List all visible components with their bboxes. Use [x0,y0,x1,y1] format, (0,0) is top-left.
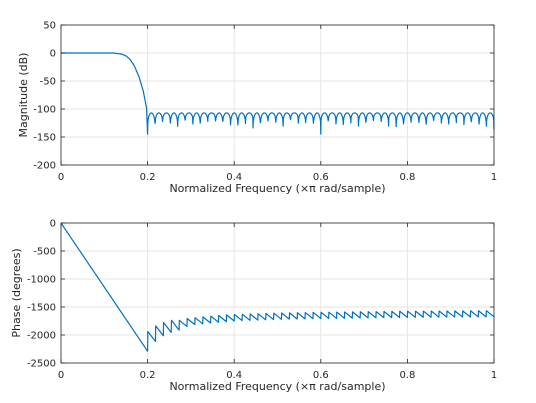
y-tick-label: -1000 [27,275,56,286]
x-tick-label: 0.2 [140,370,156,381]
y-tick-label: 50 [43,21,56,32]
x-tick-label: 0.6 [313,172,329,183]
x-tick-label: 0.4 [226,370,242,381]
y-tick-label: -100 [33,105,56,116]
y-tick-label: 0 [50,219,56,230]
x-tick-label: 0.6 [313,370,329,381]
x-tick-label: 1 [491,172,497,183]
y-tick-label: -50 [40,77,56,88]
axes-box [60,222,495,364]
x-tick-label: 0.2 [140,172,156,183]
x-tick-label: 0.8 [399,370,415,381]
x-tick-label: 0 [58,370,64,381]
series-line [60,222,495,352]
x-axis-label: Normalized Frequency (×π rad/sample) [169,380,385,393]
axes-box [60,24,495,166]
x-tick-label: 1 [491,370,497,381]
plot-area [61,25,494,165]
x-axis-label: Normalized Frequency (×π rad/sample) [169,182,385,195]
y-tick-label: 0 [50,49,56,60]
chart-panel-2: 0 0.2 0.4 0.6 0.8 1 0 -500 -1000 -1500 -2000 -2500 N… [10,219,497,394]
x-tick-label: 0.4 [226,172,242,183]
y-axis-label: Magnitude (dB) [17,53,30,138]
x-tick-label: 0 [58,172,64,183]
y-tick-label: -2500 [27,359,56,370]
y-axis-label: Phase (degrees) [10,248,23,337]
chart-panel-1: 0 0.2 0.4 0.6 0.8 1 50 0 -50 -100 -150 -200 Normaliz… [17,21,497,196]
y-tick-label: -2000 [27,331,56,342]
y-tick-label: -1500 [27,303,56,314]
y-tick-label: -500 [33,247,56,258]
y-tick-label: -150 [33,133,56,144]
y-tick-label: -200 [33,161,56,172]
series-line [61,52,495,135]
x-tick-label: 0.8 [399,172,415,183]
plot-area [61,223,494,363]
